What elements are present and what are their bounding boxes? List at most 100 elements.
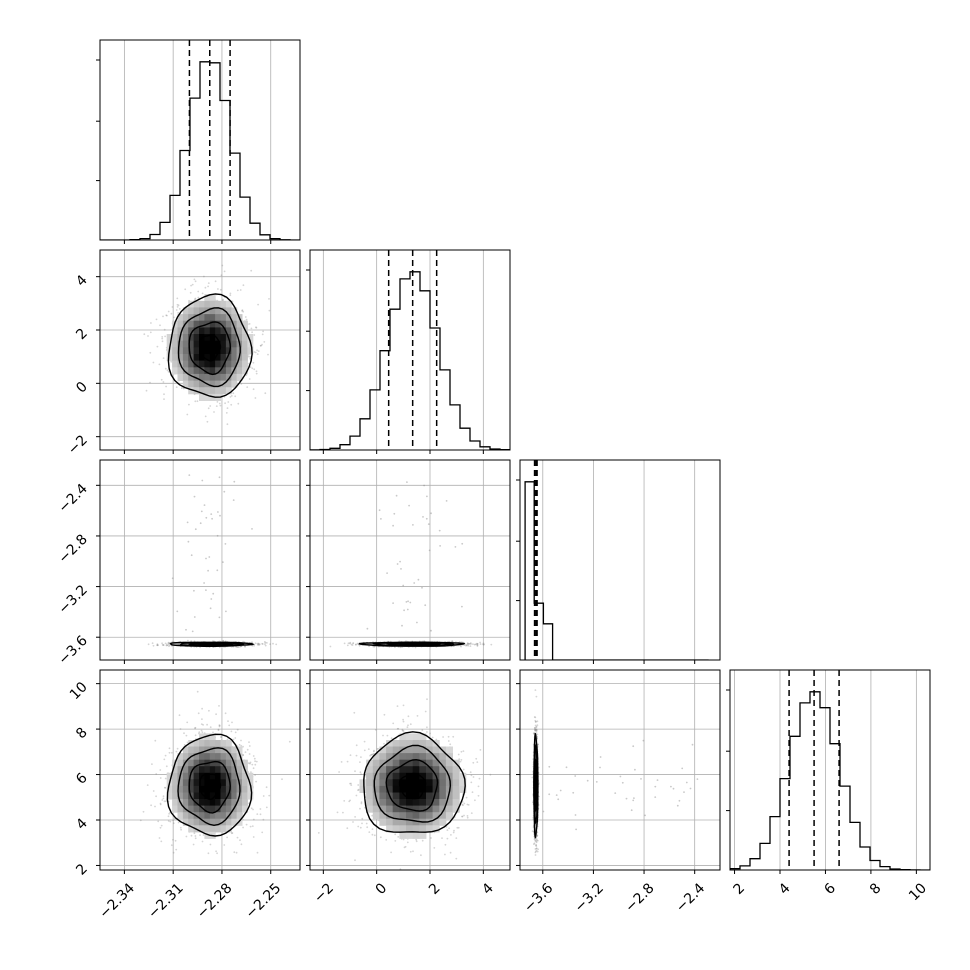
scatter-point (373, 645, 376, 648)
histogram-step (524, 481, 709, 660)
scatter-point (193, 616, 196, 618)
hist-plot-area (524, 460, 709, 660)
density-cell (225, 367, 232, 375)
scatter-point (242, 284, 245, 287)
density-cell (220, 320, 227, 328)
density-cell (204, 354, 211, 362)
scatter-point (164, 335, 166, 338)
scatter-point (264, 392, 267, 395)
y-tick-label: 0 (73, 379, 91, 397)
scatter-point (262, 330, 264, 333)
scatter-point (451, 640, 454, 643)
x-tick-label: 10 (906, 880, 930, 904)
scatter-point (245, 318, 248, 321)
density-cell (199, 373, 205, 381)
scatter-point (186, 413, 189, 416)
density-cell (177, 373, 184, 381)
density-cell (199, 327, 205, 335)
scatter-point (349, 641, 352, 644)
density-cell (225, 327, 232, 335)
density-cell (209, 294, 216, 302)
scatter-point (167, 370, 170, 373)
scatter-point (162, 644, 165, 646)
scatter-point (407, 600, 409, 603)
scatter-point (194, 298, 196, 300)
scatter-point (401, 624, 403, 627)
density-cell (209, 314, 216, 322)
scatter-point (482, 642, 485, 645)
density-cell (166, 354, 173, 362)
density-cell (199, 307, 205, 315)
scatter-point (162, 381, 165, 383)
scatter-point (239, 289, 242, 291)
scatter-point (490, 643, 493, 646)
scatter-point (170, 360, 173, 363)
density-cell (231, 307, 238, 315)
scatter-point (226, 423, 229, 426)
density-cell (220, 367, 227, 375)
density-cell (188, 327, 195, 335)
scatter-point (366, 627, 369, 630)
hist-plot-area (730, 670, 930, 870)
scatter-point (358, 644, 361, 647)
density-cell (209, 387, 216, 395)
density-cell (220, 307, 227, 315)
scatter-point (190, 554, 193, 557)
scatter-point (177, 304, 180, 307)
density-cell (188, 340, 195, 348)
scatter-point (482, 643, 485, 646)
scatter-point (157, 644, 159, 647)
scatter-point (152, 361, 155, 364)
scatter-point (474, 643, 477, 646)
scatter-point (263, 341, 266, 343)
scatter-point (211, 517, 213, 520)
scatter-point (461, 542, 464, 545)
scatter-point (194, 400, 197, 403)
scatter-point (476, 645, 479, 647)
scatter-point (167, 310, 170, 313)
density-cell (193, 340, 200, 348)
scatter-point (185, 628, 187, 631)
scatter-point (175, 309, 178, 311)
scatter-point (209, 405, 212, 407)
scatter-point (423, 640, 425, 642)
scatter-point (258, 644, 261, 646)
density-cell (209, 380, 216, 388)
scatter-point (184, 288, 187, 291)
scatter-point (163, 393, 165, 396)
scatter-panel-0-2: −3.6−3.2−2.8−2.4 (55, 459, 301, 668)
scatter-point (205, 589, 207, 591)
density-cell (231, 334, 238, 342)
scatter-point (244, 316, 247, 318)
hist-panel-2 (516, 459, 721, 664)
scatter-point (186, 521, 189, 524)
scatter-point (254, 351, 257, 354)
scatter-point (257, 350, 260, 352)
scatter-point (162, 315, 164, 318)
density-cell (215, 314, 221, 322)
scatter-plot-area (310, 460, 510, 660)
scatter-point (252, 388, 255, 391)
scatter-point (347, 642, 350, 645)
scatter-point (216, 569, 219, 572)
y-tick-label: −2 (65, 432, 91, 458)
density-cell (225, 300, 232, 308)
scatter-point (207, 285, 209, 288)
scatter-point (214, 280, 217, 283)
density-cell (182, 354, 189, 362)
density-cell (247, 347, 254, 355)
scatter-point (190, 284, 192, 287)
y-tick-label: 2 (73, 326, 91, 344)
density-cell (199, 314, 205, 322)
scatter-point (194, 297, 197, 300)
scatter-point (399, 560, 401, 563)
scatter-point (203, 275, 205, 278)
scatter-point (426, 495, 428, 498)
contour-line (358, 641, 466, 647)
scatter-point (236, 289, 239, 292)
density-cell (193, 360, 200, 368)
scatter-point (149, 351, 152, 354)
density-cell (225, 380, 232, 388)
scatter-point (378, 509, 381, 512)
scatter-point (217, 511, 219, 513)
